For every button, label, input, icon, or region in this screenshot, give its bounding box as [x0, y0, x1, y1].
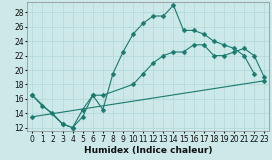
X-axis label: Humidex (Indice chaleur): Humidex (Indice chaleur) — [84, 146, 212, 156]
